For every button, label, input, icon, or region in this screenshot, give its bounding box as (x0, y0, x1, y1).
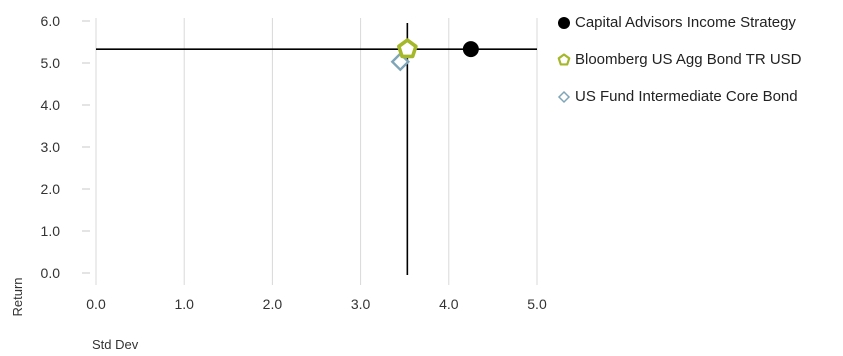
legend-item: Bloomberg US Agg Bond TR USD (556, 47, 802, 72)
legend-item: US Fund Intermediate Core Bond (556, 84, 802, 109)
x-tick-label: 3.0 (351, 296, 371, 312)
legend-label: Capital Advisors Income Strategy (575, 14, 796, 31)
data-point-pentagon (396, 38, 418, 59)
y-tick-label: 4.0 (41, 97, 61, 113)
y-axis-ticks: 0.0 1.0 2.0 3.0 4.0 5.0 6.0 (41, 13, 90, 281)
y-tick-label: 0.0 (41, 265, 61, 281)
legend-item: Capital Advisors Income Strategy (556, 10, 802, 35)
data-point-circle (462, 41, 479, 58)
x-tick-label: 5.0 (527, 296, 547, 312)
legend-marker-diamond (557, 90, 571, 103)
legend: Capital Advisors Income Strategy Bloomber… (556, 10, 802, 121)
legend-marker (556, 89, 572, 105)
x-axis-label: Std Dev (92, 337, 139, 352)
data-points (390, 38, 479, 72)
legend-marker-pentagon (557, 52, 571, 66)
legend-marker (556, 52, 572, 68)
x-tick-label: 0.0 (86, 296, 106, 312)
legend-label: Bloomberg US Agg Bond TR USD (575, 51, 802, 68)
y-tick-label: 3.0 (41, 139, 61, 155)
y-tick-label: 1.0 (41, 223, 61, 239)
x-tick-label: 2.0 (263, 296, 283, 312)
y-tick-label: 2.0 (41, 181, 61, 197)
x-tick-label: 4.0 (439, 296, 459, 312)
legend-marker (556, 15, 572, 31)
legend-marker-circle (558, 16, 570, 29)
x-tick-label: 1.0 (174, 296, 194, 312)
legend-label: US Fund Intermediate Core Bond (575, 88, 798, 105)
y-tick-label: 5.0 (41, 55, 61, 71)
x-axis-ticks: 0.0 1.0 2.0 3.0 4.0 5.0 (86, 296, 547, 312)
y-tick-label: 6.0 (41, 13, 61, 29)
y-axis-label: Return (10, 277, 25, 316)
crosshair (96, 23, 537, 275)
grid-lines (95, 18, 538, 285)
